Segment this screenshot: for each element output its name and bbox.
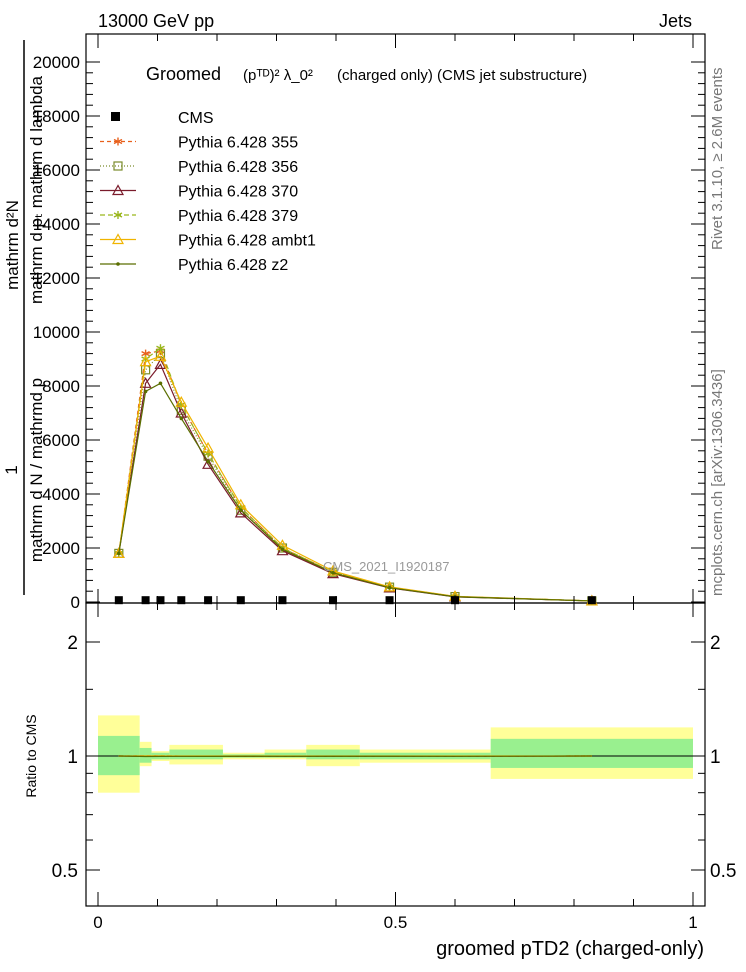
- series-point: [331, 571, 335, 575]
- ratio-series-line: [118, 755, 592, 758]
- x-axis-label: groomed pTD2 (charged-only): [436, 938, 704, 960]
- series-point: [383, 580, 396, 592]
- series-point: [143, 389, 148, 394]
- main-y-tick-label: 2000: [42, 539, 80, 558]
- legend-marker: [113, 211, 123, 219]
- main-ylabel: mathrm d²N mathrm d pₜ mathrm d lambda 1…: [2, 40, 46, 595]
- series-line: [118, 355, 592, 602]
- main-y-tick-label: 6000: [42, 431, 80, 450]
- cms-data-point: [204, 596, 213, 605]
- legend-marker: [111, 233, 125, 245]
- legend-label: CMS: [178, 110, 214, 127]
- cms-data-point: [587, 596, 596, 605]
- ratio-y-tick-label-left: 2: [67, 633, 78, 654]
- main-layer: [112, 344, 598, 606]
- main-y-tick-label: 4000: [42, 485, 80, 504]
- legend-label: Pythia 6.428 ambt1: [178, 233, 316, 250]
- ratio-layer: [98, 715, 693, 793]
- legend-marker: [113, 137, 123, 146]
- plot-title: Groomed (pᵀᴰ)² λ_0² (charged only) (CMS …: [146, 64, 587, 84]
- series-point: [206, 459, 210, 464]
- series-point: [239, 508, 243, 512]
- x-tick-label: 1: [688, 913, 697, 932]
- mcplots-label: mcplots.cern.ch [arXiv:1306.3436]: [709, 369, 726, 596]
- legend-marker-stroke: [113, 212, 123, 218]
- analysis-watermark: CMS_2021_I1920187: [323, 559, 450, 574]
- legend-marker-stroke: [113, 138, 123, 145]
- ylabel-numerator-2: mathrm d pₜ mathrm d lambda: [27, 75, 46, 304]
- ratio-band-green: [490, 738, 693, 768]
- legend-marker: [116, 262, 120, 266]
- series-point: [154, 350, 167, 361]
- legend-marker: [111, 184, 125, 196]
- axis-layer: 0 2000 4000 6000 8000 10000 12000 14000 16000 180…: [33, 34, 736, 932]
- x-tick-label: 0.5: [384, 913, 408, 932]
- cms-data-point: [385, 596, 394, 605]
- cms-data-point: [114, 596, 123, 605]
- cms-data-point: [177, 596, 186, 605]
- ratio-band-green: [306, 749, 360, 760]
- cms-data-point: [329, 596, 338, 605]
- series-point-stroke: [156, 345, 165, 351]
- title-suffix: (charged only) (CMS jet substructure): [337, 67, 587, 84]
- ratio-band-green: [139, 747, 152, 763]
- ratio-band-green: [264, 752, 307, 758]
- main-y-tick-label: 14000: [33, 215, 80, 234]
- main-y-tick-label: 20000: [33, 53, 80, 72]
- main-y-tick-label: 18000: [33, 107, 80, 126]
- ratio-y-tick-label-right: 2: [710, 633, 721, 654]
- ylabel-denominator: mathrm d N / mathrmd p: [27, 378, 46, 562]
- cms-data-point: [141, 596, 150, 605]
- ratio-band-green: [169, 749, 223, 760]
- series-point: [202, 441, 215, 453]
- legend-cms-marker: [111, 112, 120, 121]
- main-y-tick-label: 0: [71, 593, 80, 612]
- rivet-label: Rivet 3.1.10, ≥ 2.6M events: [709, 68, 726, 251]
- series-point: [179, 416, 184, 421]
- main-y-tick-label: 16000: [33, 161, 80, 180]
- cms-data-point: [236, 596, 245, 605]
- ylabel-one: 1: [2, 465, 21, 474]
- main-y-tick-label: 8000: [42, 377, 80, 396]
- main-y-tick-label: 12000: [33, 269, 80, 288]
- series-point: [327, 564, 340, 576]
- series-point: [139, 355, 152, 367]
- series-point: [387, 585, 392, 590]
- series-point: [175, 395, 188, 407]
- ratio-y-tick-label-right: 1: [710, 747, 721, 768]
- header-energy: 13000 GeV pp: [98, 11, 214, 31]
- header-jets: Jets: [659, 11, 692, 31]
- cms-data-point: [278, 596, 287, 605]
- ratio-ylabel: Ratio to CMS: [23, 714, 39, 797]
- title-prefix: Groomed: [146, 64, 221, 84]
- ylabel-numerator: mathrm d²N: [3, 200, 22, 290]
- series-point: [280, 547, 285, 552]
- series-point: [154, 358, 167, 369]
- legend-label: Pythia 6.428 379: [178, 208, 298, 225]
- x-tick-label: 0: [93, 913, 102, 932]
- legend-label: Pythia 6.428 370: [178, 184, 298, 201]
- legend-label: Pythia 6.428 z2: [178, 257, 288, 274]
- title-formula: (pᵀᴰ)² λ_0²: [243, 67, 313, 84]
- legend-marker: [113, 161, 123, 171]
- ratio-y-tick-label-left: 1: [67, 747, 78, 768]
- series-point: [202, 458, 215, 469]
- legend: CMS Pythia 6.428 355 Pythia 6.428 356 Pythi…: [100, 110, 316, 274]
- ratio-y-tick-label-right: 0.5: [710, 861, 736, 882]
- ratio-y-tick-label-left: 0.5: [52, 861, 78, 882]
- series-point: [158, 381, 163, 386]
- main-y-tick-label: 10000: [33, 323, 80, 342]
- series-point-stroke: [141, 350, 150, 357]
- legend-label: Pythia 6.428 355: [178, 135, 298, 152]
- legend-label: Pythia 6.428 356: [178, 159, 298, 176]
- series-point: [117, 551, 121, 556]
- series-point: [112, 547, 125, 559]
- cms-data-point: [156, 596, 165, 605]
